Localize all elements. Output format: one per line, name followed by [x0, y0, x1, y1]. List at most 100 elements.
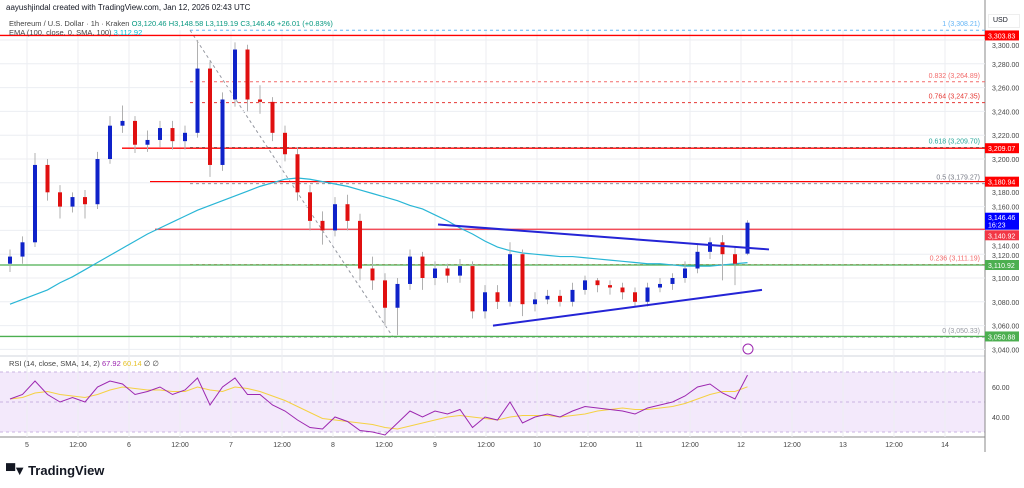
candle [545, 289, 550, 305]
candle [495, 285, 500, 309]
candle [258, 85, 262, 114]
candle-body [283, 132, 287, 155]
candle-body [458, 266, 462, 276]
price-label: 3,110.92 [988, 263, 1015, 270]
candle [320, 211, 325, 245]
candle [245, 44, 250, 112]
candle-body [145, 139, 150, 145]
candle [308, 185, 312, 231]
candle-body [658, 283, 662, 288]
rsi-sma-value: 60.14 [122, 359, 142, 368]
countdown-label: 16:23 [988, 223, 1006, 230]
ema-label[interactable]: EMA (100, close, 0, SMA, 100) [9, 28, 112, 37]
symbol-label[interactable]: Ethereum / U.S. Dollar · 1h · Kraken [9, 19, 130, 28]
x-tick-label: 12:00 [579, 442, 597, 449]
candle [520, 249, 525, 317]
candle-body [83, 197, 87, 205]
candle [620, 282, 625, 300]
chart-legend: Ethereum / U.S. Dollar · 1h · Kraken O3,… [9, 19, 333, 37]
ema-line [9, 177, 748, 305]
y-tick-label: 3,200.00 [992, 157, 1019, 164]
close-value: C3,146.46 [240, 19, 275, 28]
price-label: 3,209.07 [988, 146, 1015, 153]
candle [683, 261, 687, 283]
candle [420, 251, 425, 290]
event-icon [742, 343, 754, 355]
candle-body [370, 268, 375, 281]
high-value: H3,148.58 [168, 19, 204, 28]
tradingview-logo[interactable]: ▀▼ TradingView [6, 463, 104, 478]
candle-body [333, 204, 337, 231]
x-tick-label: 12:00 [273, 442, 291, 449]
tradingview-logo-icon: ▀▼ [6, 463, 26, 478]
candle [458, 258, 462, 283]
candle-body [395, 283, 400, 308]
fib-level-label: 0.236 (3,111.19) [930, 256, 980, 263]
candle-body [595, 280, 600, 286]
candle-body [508, 254, 512, 302]
candle-body [195, 68, 200, 133]
fib-level-label: 0 (3,050.33) [942, 328, 980, 335]
candle [570, 282, 575, 307]
x-tick-label: 12:00 [171, 442, 189, 449]
fib-diagonal [189, 29, 394, 338]
last-price-box [985, 212, 1019, 230]
y-tick-label: 3,060.00 [992, 324, 1019, 331]
rsi-value: 67.92 [101, 359, 121, 368]
x-tick-label: 7 [229, 442, 233, 449]
y-tick-label: 3,240.00 [992, 109, 1019, 116]
x-tick-label: 10 [533, 442, 541, 449]
candle-body [670, 278, 675, 284]
price-label-box [985, 176, 1019, 187]
candle-body [295, 154, 300, 193]
candle-body [170, 128, 175, 142]
candle-body [220, 99, 225, 165]
candle [358, 213, 362, 281]
rsi-line [9, 374, 748, 436]
candle [395, 278, 400, 336]
candle [745, 220, 750, 256]
candle-body [133, 120, 137, 145]
candle [170, 120, 175, 150]
candle [8, 249, 12, 273]
candle-body [233, 49, 237, 100]
y-tick-label: 3,260.00 [992, 86, 1019, 93]
candle [645, 282, 650, 307]
candle-body [45, 164, 50, 193]
candle [20, 236, 25, 264]
candle-body [483, 292, 487, 312]
candle-body [633, 292, 637, 302]
rsi-label[interactable]: RSI (14, close, SMA, 14, 2) [9, 359, 100, 368]
candle-body [320, 220, 325, 231]
candle-body [70, 197, 75, 207]
candle-body [208, 68, 212, 165]
fib-level-label: 0.618 (3,209.70) [929, 138, 980, 145]
x-tick-label: 13 [839, 442, 847, 449]
candle-body [120, 120, 125, 126]
candle [283, 125, 287, 162]
candle-body [545, 295, 550, 300]
candle-body [108, 125, 112, 159]
candle [720, 235, 725, 281]
y-tick-label: 3,220.00 [992, 133, 1019, 140]
candle [195, 40, 200, 138]
last-price-label: 3,146.46 [988, 215, 1015, 222]
price-chart[interactable]: 5 12:00 6 12:00 7 12:00 8 12:00 9 12:00 10 12:00 11 1… [0, 0, 1024, 460]
fib-level-label: 1 (3,308.21) [942, 21, 980, 28]
y-tick-label: 3,180.00 [992, 190, 1019, 197]
candle [595, 278, 600, 293]
x-tick-label: 8 [331, 442, 335, 449]
candle [108, 116, 112, 164]
candle [470, 261, 475, 319]
fib-level-label: 0.832 (3,264.89) [929, 73, 980, 80]
candle-body [733, 254, 737, 264]
candle [558, 289, 562, 307]
candle [708, 237, 712, 259]
candle [658, 278, 662, 293]
candle [345, 194, 350, 231]
y-tick-label: 3,140.00 [992, 243, 1019, 250]
change-value: +26.01 (+0.83%) [277, 19, 333, 28]
y-tick-label: 3,080.00 [992, 300, 1019, 307]
currency-button[interactable]: USD [988, 14, 1020, 28]
x-tick-label: 12:00 [477, 442, 495, 449]
